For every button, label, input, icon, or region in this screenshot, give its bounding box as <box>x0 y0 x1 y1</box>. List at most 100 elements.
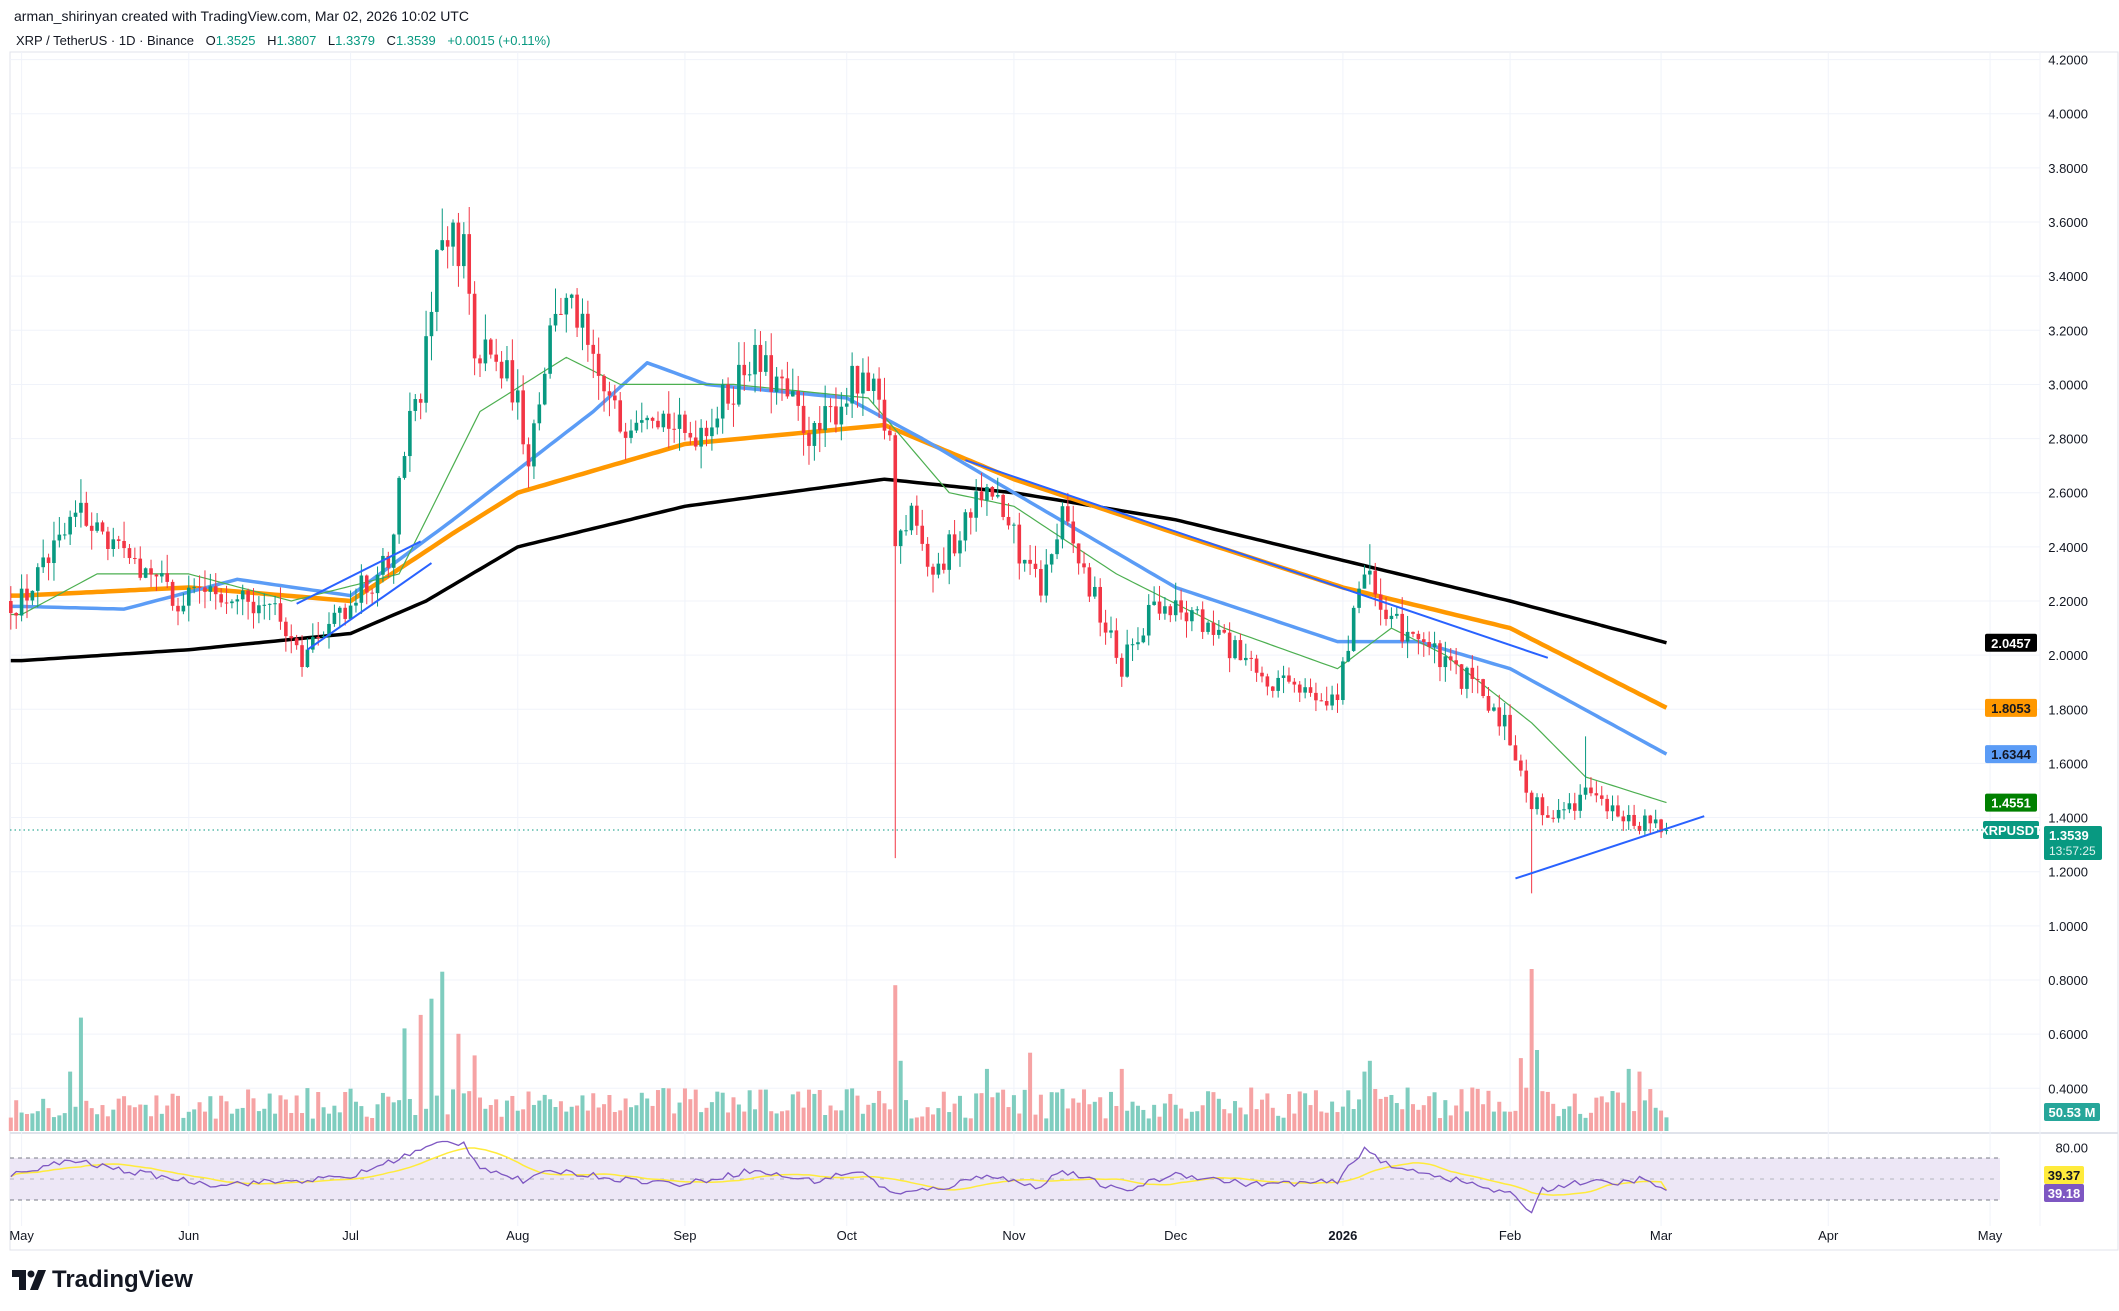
candle-body <box>1125 644 1129 677</box>
time-tick-label: May <box>9 1228 34 1243</box>
candle-body <box>462 234 466 267</box>
candle-body <box>154 574 159 577</box>
candle-body <box>364 575 369 593</box>
time-tick-label: Aug <box>506 1228 529 1243</box>
candle-body <box>1130 644 1135 646</box>
close-value: 1.3539 <box>395 33 436 48</box>
volume-bar <box>1254 1109 1259 1131</box>
volume-bar <box>688 1099 693 1131</box>
volume-bar <box>321 1107 326 1131</box>
volume-bar <box>413 1115 418 1131</box>
volume-bar <box>1001 1089 1006 1131</box>
volume-bar <box>316 1092 321 1131</box>
candle-body <box>424 336 428 403</box>
candle-body <box>1044 564 1049 596</box>
volume-bar <box>1384 1096 1389 1131</box>
volume-bar <box>1108 1091 1113 1131</box>
candle-body <box>893 435 898 547</box>
volume-bar <box>909 1118 914 1131</box>
volume-bar <box>941 1091 946 1131</box>
ma-value-badge: 1.8053 <box>1991 701 2031 716</box>
symbol-badge: XRPUSDT <box>1980 823 2042 838</box>
candle-body <box>1653 819 1658 824</box>
volume-bar <box>931 1114 936 1131</box>
volume-bar <box>1648 1089 1653 1131</box>
candle-body <box>1254 658 1259 673</box>
candle-body <box>753 344 757 375</box>
candle-body <box>122 540 126 549</box>
candle-body <box>267 603 272 605</box>
volume-bar <box>1653 1107 1658 1131</box>
candle-body <box>359 575 364 603</box>
candle-body <box>1637 825 1642 831</box>
volume-value-badge-bg <box>2044 1103 2100 1121</box>
candle-body <box>456 222 461 267</box>
volume-bar <box>1168 1093 1173 1131</box>
candle-body <box>1179 600 1183 613</box>
candle-body <box>289 636 294 639</box>
candle-body <box>596 353 601 376</box>
candle-body <box>656 420 660 428</box>
candle-body <box>79 502 83 513</box>
volume-bars <box>8 969 1669 1131</box>
volume-bar <box>1561 1108 1566 1131</box>
volume-bar <box>310 1118 315 1131</box>
candle-body <box>1497 707 1502 727</box>
time-tick-label: Oct <box>837 1228 858 1243</box>
candle-body <box>634 422 639 431</box>
candle-body <box>1012 524 1016 526</box>
volume-bar <box>445 1114 450 1131</box>
candle-body <box>693 437 698 447</box>
candle-body <box>311 637 315 650</box>
candle-body <box>429 311 434 337</box>
volume-bar <box>1400 1109 1405 1131</box>
volume-bar <box>1588 1112 1593 1131</box>
volume-bar <box>289 1112 294 1131</box>
candle-body <box>14 613 19 616</box>
candle-body <box>273 603 277 605</box>
volume-bar <box>585 1110 590 1131</box>
candle-body <box>1141 635 1146 643</box>
candle-body <box>1643 815 1647 831</box>
candle-body <box>1265 676 1270 687</box>
candle-body <box>559 313 563 315</box>
candle-body <box>1448 656 1453 661</box>
candle-body <box>1119 657 1124 677</box>
candle-body <box>963 512 968 541</box>
volume-bar <box>24 1114 29 1131</box>
candle-body <box>1421 639 1426 642</box>
volume-bar <box>645 1098 650 1131</box>
candle-body <box>639 420 644 423</box>
candle-body <box>257 605 261 614</box>
candle-body <box>1610 805 1615 812</box>
volume-bar <box>8 1117 13 1131</box>
candle-body <box>1109 630 1113 633</box>
volume-bar <box>1470 1087 1475 1131</box>
volume-bar <box>127 1105 132 1131</box>
candle-body <box>1206 622 1210 632</box>
candle-body <box>1076 543 1081 564</box>
candle-body <box>515 390 520 403</box>
candle-body <box>467 234 472 294</box>
candle-body <box>1217 629 1221 635</box>
volume-bar <box>963 1117 968 1131</box>
symbol-title[interactable]: XRP / TetherUS · 1D · Binance <box>16 33 194 48</box>
candle-body <box>920 525 925 544</box>
candle-body <box>30 590 35 601</box>
candle-body <box>995 494 1000 497</box>
candle-body <box>160 573 164 577</box>
candle-body <box>1368 570 1372 575</box>
tradingview-logo[interactable]: TradingView <box>12 1266 193 1294</box>
volume-bar <box>1297 1091 1302 1131</box>
candle-body <box>1454 660 1458 665</box>
volume-bar <box>62 1113 67 1131</box>
candle-body <box>1632 814 1636 826</box>
candle-body <box>354 602 358 606</box>
candle-body <box>186 587 191 606</box>
time-tick-label: Apr <box>1818 1228 1839 1243</box>
candle-body <box>683 414 687 433</box>
volume-bar <box>143 1104 148 1131</box>
volume-bar <box>747 1090 752 1131</box>
volume-bar <box>629 1107 634 1131</box>
